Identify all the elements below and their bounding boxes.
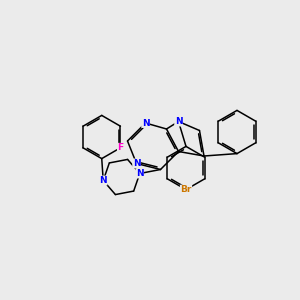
Text: N: N bbox=[142, 118, 149, 127]
Text: F: F bbox=[117, 143, 124, 152]
Text: N: N bbox=[99, 176, 107, 185]
Text: Br: Br bbox=[180, 185, 192, 194]
Text: N: N bbox=[136, 169, 144, 178]
Text: N: N bbox=[175, 117, 182, 126]
Text: N: N bbox=[133, 159, 140, 168]
